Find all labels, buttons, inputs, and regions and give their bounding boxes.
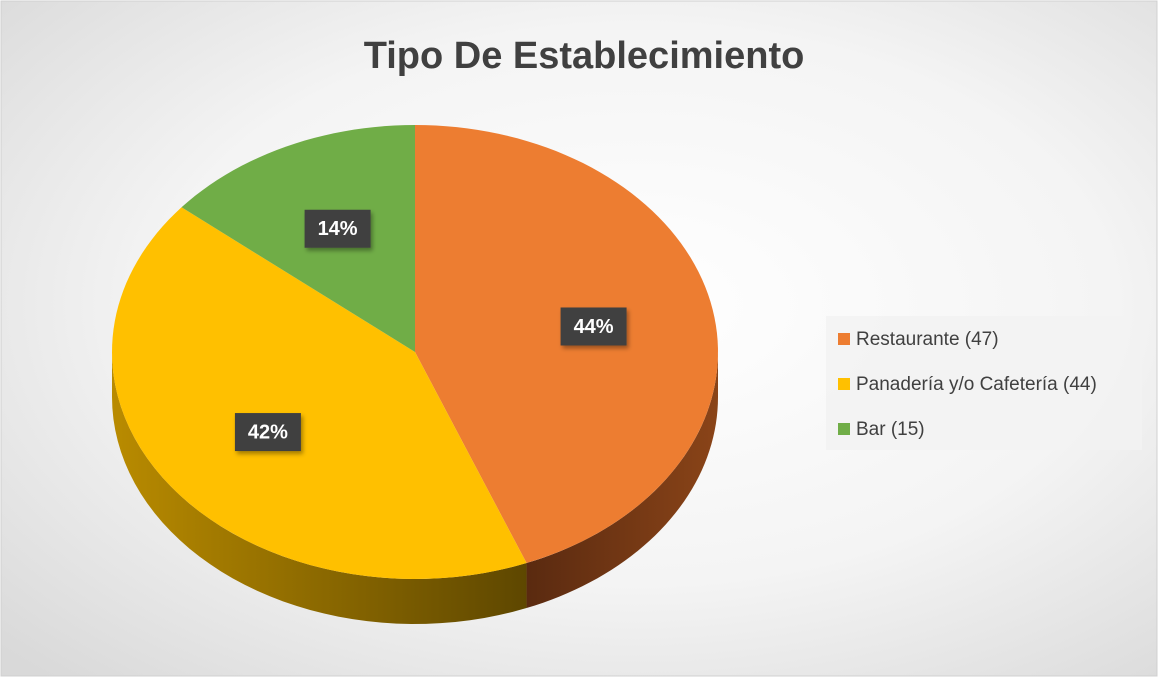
slice-side (112, 352, 527, 624)
data-label-box (234, 413, 301, 452)
legend-label: Bar (15) (856, 419, 925, 440)
slice-side (526, 352, 718, 609)
chart-title: Tipo De Establecimiento (364, 35, 805, 77)
data-label: 44% (574, 316, 614, 338)
legend-swatch (838, 333, 850, 345)
data-label: 42% (248, 421, 288, 443)
data-label: 14% (318, 218, 358, 240)
data-label-box (560, 307, 627, 346)
legend-box (826, 316, 1142, 450)
legend-label: Restaurante (47) (856, 329, 999, 350)
slice (112, 207, 527, 579)
legend-swatch (838, 378, 850, 390)
legend-label: Panadería y/o Cafetería (44) (856, 374, 1097, 395)
legend-swatch (838, 423, 850, 435)
data-label-box (304, 209, 371, 248)
slice (181, 125, 415, 352)
